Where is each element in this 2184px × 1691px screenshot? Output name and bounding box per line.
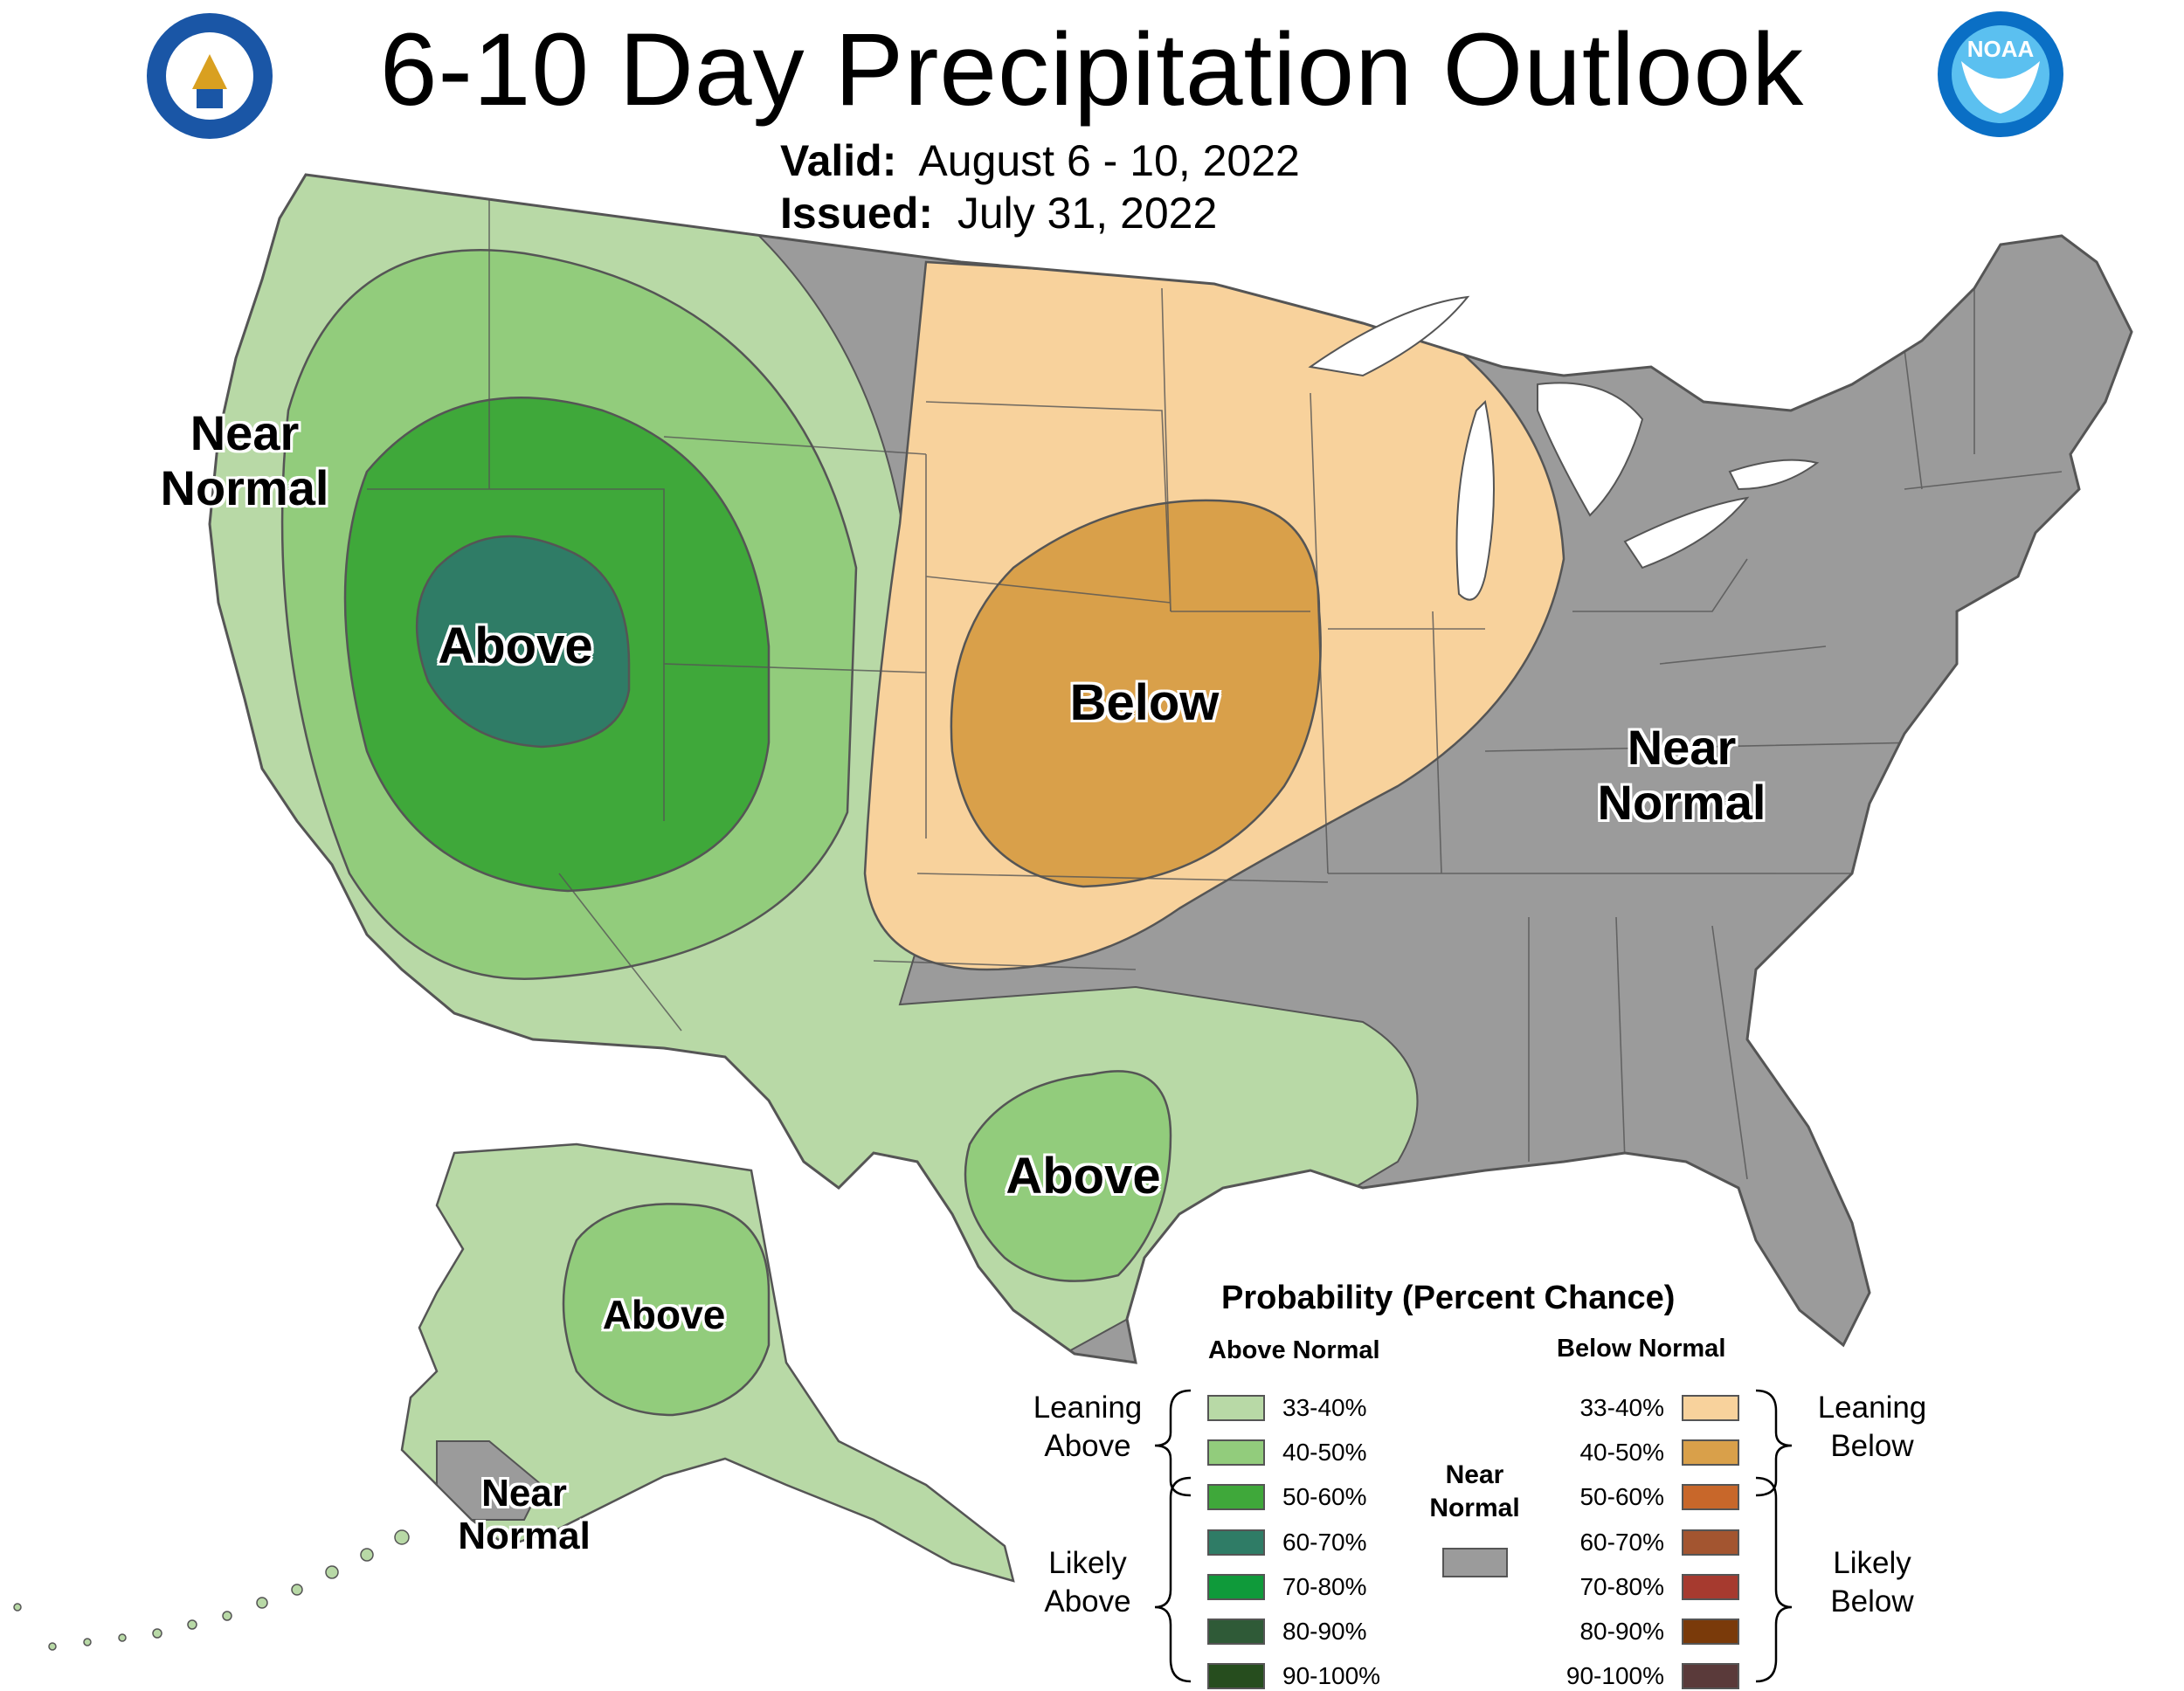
valid-line: Valid: August 6 - 10, 2022	[780, 135, 1300, 186]
legend-below-bin-row: 33-40%	[0, 1393, 2184, 1423]
legend-likely-above-line2: Above	[1044, 1584, 1131, 1619]
noaa-logo: NOAA	[1938, 11, 2063, 137]
legend-near-normal-line1: Near	[1445, 1460, 1504, 1489]
label-below-plains: Below	[1069, 674, 1220, 731]
page-title: 6-10 Day Precipitation Outlook	[379, 12, 1805, 128]
legend-below-bin-swatch	[1682, 1663, 1739, 1690]
legend-below-bin-label: 70-80%	[1579, 1572, 1664, 1600]
legend-leaning-below-label: Leaning Below	[1798, 1389, 1946, 1466]
legend-leaning-above-line2: Above	[1044, 1428, 1131, 1463]
legend-below-bin-row: 60-70%	[0, 1528, 2184, 1557]
label-near-normal-alaska-line1: Near	[481, 1472, 567, 1515]
label-above-alaska: Above	[602, 1292, 726, 1337]
legend-above-bin-row: 70-80%	[0, 1572, 2184, 1602]
legend-below-bin-label: 50-60%	[1579, 1483, 1664, 1511]
legend-below-bin-label: 80-90%	[1579, 1618, 1664, 1645]
legend-leaning-below-line2: Below	[1830, 1428, 1914, 1463]
legend-below-bin-label: 33-40%	[1579, 1394, 1664, 1421]
legend-below-bin-swatch	[1682, 1439, 1739, 1467]
legend-leaning-above-line1: Leaning	[1033, 1391, 1143, 1425]
label-above-texas: Above	[1006, 1148, 1161, 1204]
legend-likely-below-line2: Below	[1830, 1584, 1914, 1619]
valid-value: August 6 - 10, 2022	[918, 136, 1300, 185]
legend-likely-above-label: Likely Above	[1013, 1544, 1162, 1621]
legend-above-bin-label: 33-40%	[1282, 1394, 1367, 1421]
label-near-normal-west-line2: Normal	[160, 459, 329, 515]
label-near-normal-east-line2: Normal	[1597, 774, 1766, 830]
issued-value: July 31, 2022	[957, 189, 1218, 238]
legend-below-bin-swatch	[1682, 1529, 1739, 1556]
label-near-normal-west-line1: Near	[190, 405, 300, 460]
legend-above-bin-swatch	[1207, 1573, 1265, 1600]
legend-near-normal-line2: Normal	[1429, 1493, 1520, 1522]
svg-text:NOAA: NOAA	[1967, 36, 2035, 62]
legend-above-bin-label: 80-90%	[1282, 1618, 1367, 1645]
legend-above-bin-row: 33-40%	[0, 1393, 2184, 1423]
label-near-normal-east-line1: Near	[1627, 720, 1737, 775]
legend-above-bin-label: 90-100%	[1282, 1662, 1381, 1690]
legend-above-bin-swatch	[1207, 1484, 1265, 1511]
legend-above-bin-label: 60-70%	[1282, 1528, 1367, 1556]
legend-below-bin-swatch	[1682, 1484, 1739, 1511]
legend-leaning-above-label: Leaning Above	[1013, 1389, 1162, 1466]
legend-above-bin-swatch	[1207, 1529, 1265, 1556]
label-near-normal-west: Near Normal	[149, 405, 341, 515]
doc-seal-logo	[147, 13, 273, 139]
legend-near-normal-label: Near Normal	[1413, 1459, 1536, 1524]
legend-below-bin-label: 40-50%	[1579, 1439, 1664, 1467]
legend-below-bin-row: 70-80%	[0, 1572, 2184, 1602]
legend-below-bin-row: 50-60%	[0, 1482, 2184, 1512]
label-near-normal-east: Near Normal	[1581, 720, 1782, 830]
issued-label: Issued:	[780, 189, 934, 238]
legend-below-bin-swatch	[1682, 1395, 1739, 1421]
legend-below-bin-row: 40-50%	[0, 1438, 2184, 1467]
legend-above-bin-swatch	[1207, 1395, 1265, 1421]
label-near-normal-alaska-line2: Normal	[458, 1515, 591, 1558]
legend-above-bin-swatch	[1207, 1439, 1265, 1467]
legend-above-bin-label: 40-50%	[1282, 1439, 1367, 1467]
legend-below-header: Below Normal	[1557, 1335, 1726, 1363]
legend-below-bin-swatch	[1682, 1573, 1739, 1600]
legend-below-bin-row: 90-100%	[0, 1661, 2184, 1691]
legend-below-bin-row: 80-90%	[0, 1617, 2184, 1646]
legend-above-bin-row: 80-90%	[0, 1617, 2184, 1646]
legend-above-bin-label: 70-80%	[1282, 1572, 1367, 1600]
legend-above-bin-row: 60-70%	[0, 1528, 2184, 1557]
legend-below-bin-swatch	[1682, 1619, 1739, 1645]
label-above-core: Above	[438, 618, 593, 674]
legend-above-header: Above Normal	[1208, 1336, 1380, 1364]
legend-above-bin-swatch	[1207, 1619, 1265, 1645]
legend-near-normal-swatch	[1442, 1548, 1508, 1577]
legend-above-bin-row: 50-60%	[0, 1482, 2184, 1512]
legend-below-bin-label: 90-100%	[1565, 1662, 1664, 1690]
issued-line: Issued: July 31, 2022	[780, 188, 1217, 238]
legend-leaning-below-line1: Leaning	[1817, 1391, 1927, 1425]
legend-below-bin-label: 60-70%	[1579, 1528, 1664, 1556]
legend-likely-below-label: Likely Below	[1798, 1544, 1946, 1621]
legend-above-bin-row: 40-50%	[0, 1438, 2184, 1467]
valid-label: Valid:	[780, 136, 897, 185]
legend-above-bin-label: 50-60%	[1282, 1483, 1367, 1511]
legend-likely-above-line1: Likely	[1048, 1546, 1127, 1580]
label-near-normal-alaska: Near Normal	[437, 1472, 612, 1558]
legend-likely-below-line1: Likely	[1833, 1546, 1911, 1580]
legend-title: Probability (Percent Chance)	[1221, 1280, 1676, 1316]
